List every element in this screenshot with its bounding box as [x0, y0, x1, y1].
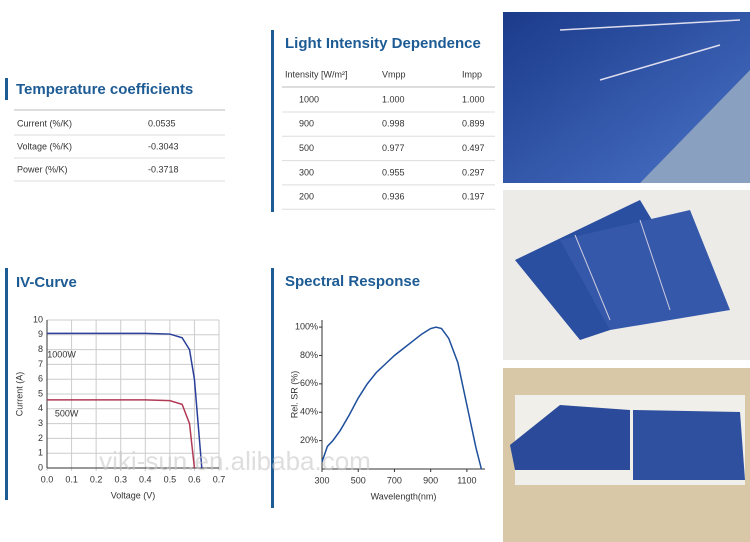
- y-tick-label: 8: [38, 344, 43, 354]
- line: [47, 332, 203, 469]
- cell: 1.000: [382, 94, 405, 104]
- chart-title: IV-Curve: [16, 274, 77, 291]
- series-label: 500W: [55, 408, 79, 418]
- x-axis-label: Voltage (V): [111, 490, 156, 500]
- y-tick-label: 10: [33, 314, 43, 324]
- x-tick-label: 900: [423, 475, 438, 485]
- cell: -0.3043: [148, 141, 179, 151]
- y-tick-label: 0: [38, 462, 43, 472]
- x-axis-label: Wavelength(nm): [371, 491, 437, 501]
- accent-bar: [5, 78, 8, 100]
- x-tick-label: 0.5: [164, 474, 177, 484]
- x-tick-label: 0.1: [65, 474, 78, 484]
- y-tick-label: 4: [38, 403, 43, 413]
- cell: 200: [299, 192, 314, 202]
- header-cell: Impp: [462, 69, 482, 79]
- x-tick-label: 0.7: [213, 474, 226, 484]
- x-tick-label: 1100: [457, 475, 476, 485]
- accent-bar: [5, 268, 8, 500]
- cell: 0.297: [462, 167, 485, 177]
- line: [47, 399, 196, 469]
- cell: 1000: [299, 94, 319, 104]
- x-tick-label: 500: [351, 475, 366, 485]
- y-axis-label: Current (A): [14, 372, 24, 417]
- photo: [503, 368, 750, 542]
- x-tick-label: 300: [314, 475, 329, 485]
- series-label: 1000W: [47, 350, 76, 360]
- cell: Voltage (%/K): [17, 141, 72, 151]
- cell: 0.936: [382, 192, 405, 202]
- line: [321, 326, 483, 470]
- cell: -0.3718: [148, 164, 179, 174]
- y-tick-label: 7: [38, 359, 43, 369]
- x-tick-label: 700: [387, 475, 402, 485]
- cell: 0.197: [462, 192, 485, 202]
- header-cell: Vmpp: [382, 69, 406, 79]
- y-tick-label: 20%: [300, 435, 318, 445]
- y-tick-label: 100%: [295, 321, 318, 331]
- watermark: viki-sun.en.alibaba.com: [99, 446, 371, 476]
- cell: 300: [299, 167, 314, 177]
- y-tick-label: 9: [38, 329, 43, 339]
- y-tick-label: 6: [38, 374, 43, 384]
- y-axis-label: Rel. SR (%): [289, 371, 299, 419]
- y-tick-label: 3: [38, 418, 43, 428]
- y-tick-label: 5: [38, 388, 43, 398]
- y-tick-label: 80%: [300, 350, 318, 360]
- section-title: Light Intensity Dependence: [285, 35, 481, 52]
- x-tick-label: 0.3: [114, 474, 127, 484]
- x-tick-label: 0.2: [90, 474, 103, 484]
- x-tick-label: 0.0: [41, 474, 54, 484]
- cell: 0.497: [462, 143, 485, 153]
- cell: 500: [299, 143, 314, 153]
- photo: [503, 12, 750, 183]
- y-tick-label: 60%: [300, 378, 318, 388]
- cell: Power (%/K): [17, 164, 68, 174]
- x-tick-label: 0.6: [188, 474, 201, 484]
- cell: 1.000: [462, 94, 485, 104]
- cell: 0.977: [382, 143, 405, 153]
- accent-bar: [271, 30, 274, 212]
- header-cell: Intensity [W/m²]: [285, 69, 348, 79]
- y-tick-label: 40%: [300, 407, 318, 417]
- cell: 0.955: [382, 167, 405, 177]
- x-tick-label: 0.4: [139, 474, 152, 484]
- photo: [503, 190, 750, 360]
- y-tick-label: 1: [38, 448, 43, 458]
- chart-title: Spectral Response: [285, 273, 420, 290]
- y-tick-label: 2: [38, 433, 43, 443]
- cell: 0.998: [382, 119, 405, 129]
- cell: 0.899: [462, 119, 485, 129]
- cell: 0.0535: [148, 118, 176, 128]
- section-title: Temperature coefficients: [16, 81, 193, 98]
- accent-bar: [271, 268, 274, 508]
- cell: Current (%/K): [17, 118, 72, 128]
- cell: 900: [299, 119, 314, 129]
